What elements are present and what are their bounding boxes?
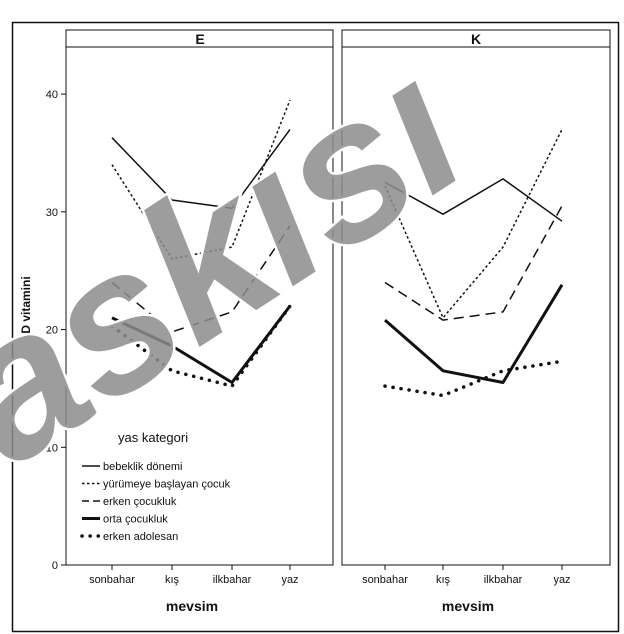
y-tick-label: 10 — [46, 442, 58, 454]
y-axis: 0 10 20 30 40 — [46, 89, 66, 572]
x-tick-label: ilkbahar — [213, 574, 252, 586]
y-tick-label: 20 — [46, 325, 58, 337]
y-axis-label: D vitamini — [19, 276, 33, 333]
y-tick-label: 30 — [46, 207, 58, 219]
series-lines-k — [383, 129, 564, 398]
legend-label: bebeklik dönemi — [103, 461, 183, 473]
y-tick-label: 0 — [52, 560, 58, 572]
legend-label: yürümeye başlayan çocuk — [103, 479, 231, 491]
x-tick-label: yaz — [553, 574, 570, 586]
panel-e: E 0 10 20 30 40 sonbahar kış ilkbahar yaz — [46, 29, 334, 586]
series-line-erken-cocukluk-e — [111, 225, 291, 333]
legend-label: orta çocukluk — [103, 514, 168, 526]
y-tick-label: 40 — [46, 89, 58, 101]
x-axis-label-e: mevsim — [166, 598, 218, 614]
series-lines-e — [110, 99, 292, 388]
series-line-orta-cocukluk-k — [384, 284, 564, 384]
x-tick-label: yaz — [281, 574, 298, 586]
panel-k-plot-area — [341, 46, 611, 566]
panel-e-title: E — [195, 31, 204, 47]
x-tick-label: kış — [436, 574, 451, 586]
legend-title: yas kategori — [118, 430, 188, 445]
legend: yas kategori bebeklik dönemi yürümeye baş… — [80, 430, 231, 543]
series-line-yurumeye-baslayan-cocuk-k — [384, 129, 563, 319]
series-line-bebeklik-donemi-e — [111, 128, 291, 210]
series-line-erken-cocukluk-k — [384, 205, 563, 321]
series-line-erken-adolesan-k — [383, 359, 564, 398]
series-line-yurumeye-baslayan-cocuk-e — [111, 99, 291, 260]
series-line-erken-adolesan-e — [110, 304, 292, 388]
panel-k-title: K — [471, 31, 481, 47]
x-tick-label: sonbahar — [89, 574, 135, 586]
legend-label: erken çocukluk — [103, 496, 177, 508]
series-line-bebeklik-donemi-k — [384, 178, 563, 222]
x-tick-label: ilkbahar — [484, 574, 523, 586]
x-axis-label-k: mevsim — [442, 598, 494, 614]
x-tick-label: sonbahar — [362, 574, 408, 586]
figure-border — [11, 21, 620, 633]
x-axis-e: sonbahar kış ilkbahar yaz — [89, 565, 299, 586]
panel-k: K sonbahar kış ilkbahar yaz — [341, 29, 611, 586]
x-tick-label: kış — [165, 574, 180, 586]
legend-label: erken adolesan — [103, 531, 178, 543]
x-axis-k: sonbahar kış ilkbahar yaz — [362, 565, 571, 586]
panel-e-plot-area — [65, 46, 334, 566]
